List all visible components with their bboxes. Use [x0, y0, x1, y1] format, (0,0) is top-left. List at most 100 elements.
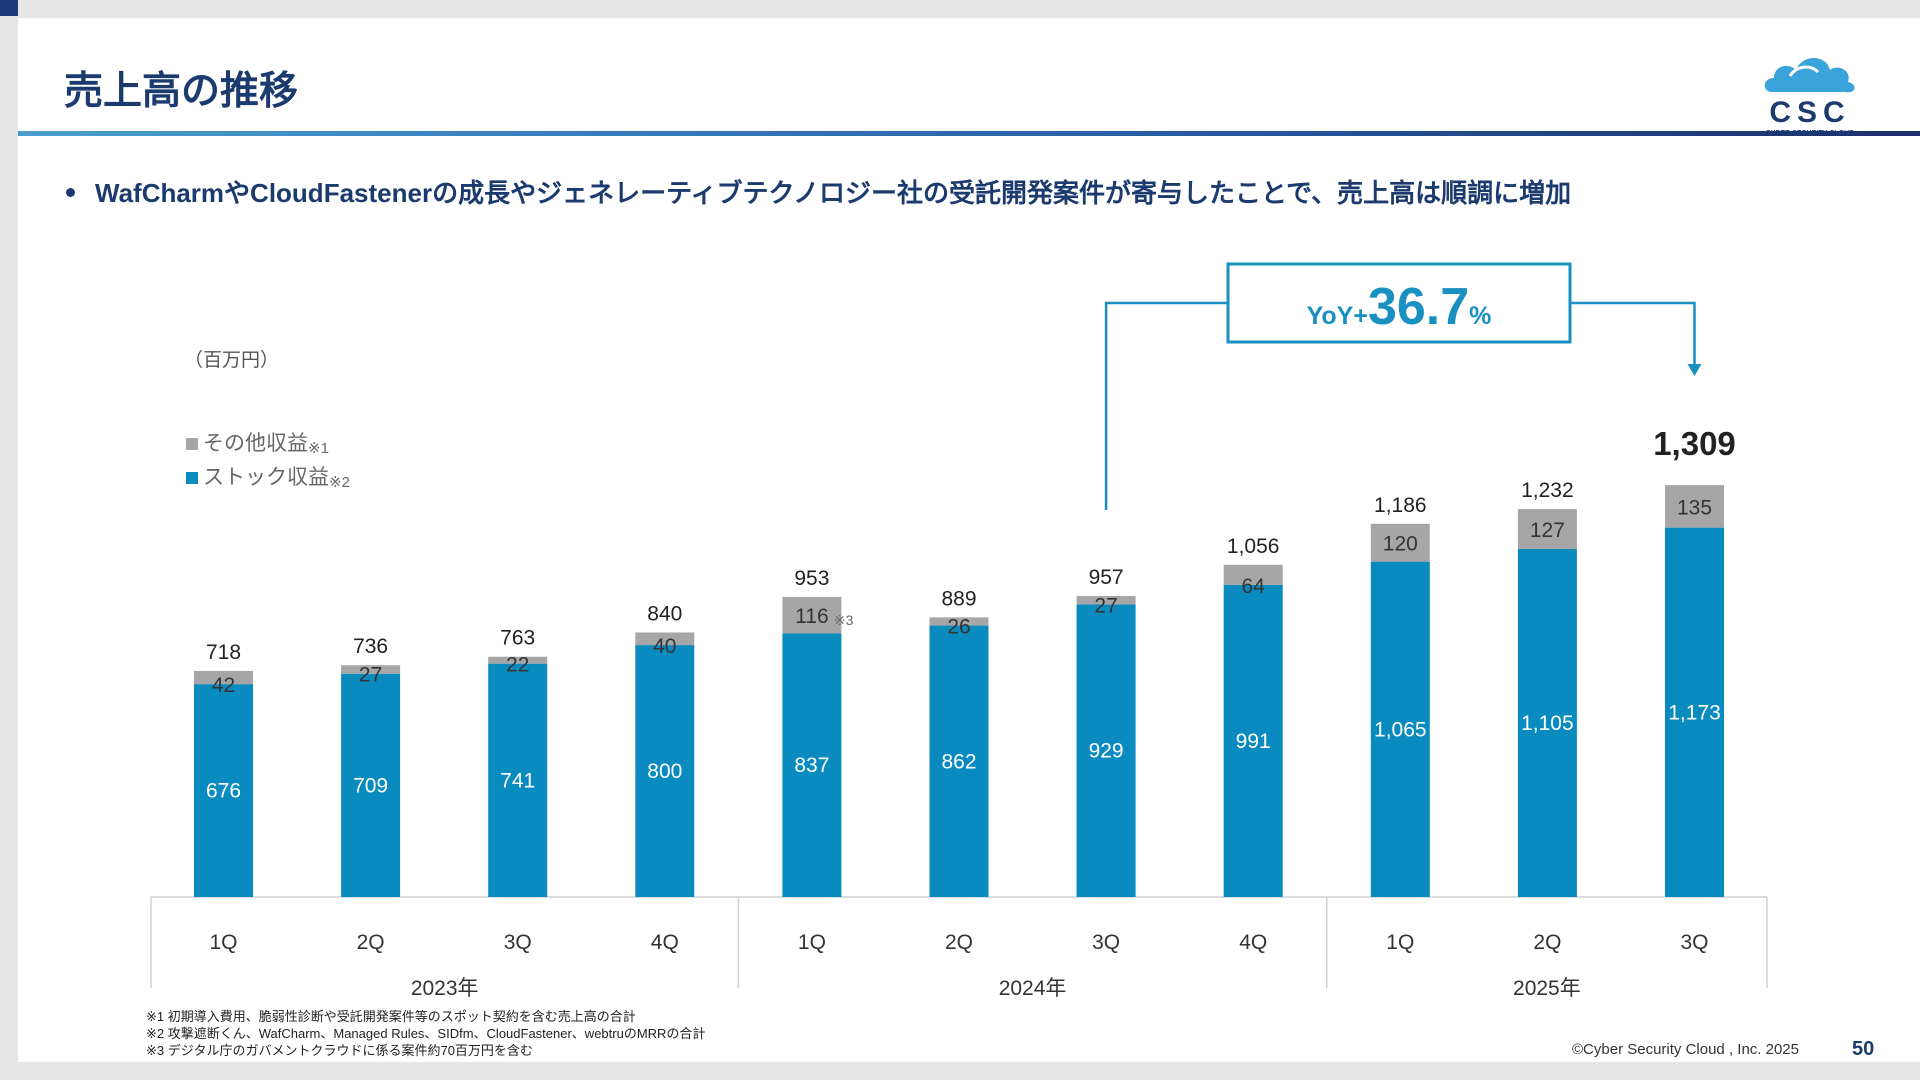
- label-total-8: 1,056: [1227, 535, 1280, 558]
- label-other-11: 135: [1677, 496, 1712, 519]
- label-total-3: 763: [500, 627, 535, 650]
- footnote-1: ※1 初期導入費用、脆弱性診断や受託開発案件等のスポット契約を含む売上高の合計: [146, 1009, 636, 1024]
- yoy-connector-right: [1570, 301, 1696, 364]
- bar-stock-2: [341, 673, 401, 897]
- label-total-9: 1,186: [1374, 494, 1427, 517]
- title-divider: [18, 131, 1920, 136]
- cloud-logo-icon: CSC CYBER SECURITY CLOUD: [1764, 58, 1855, 137]
- footnote-2: ※2 攻撃遮断くん、WafCharm、Managed Rules、SIDfm、C…: [146, 1026, 706, 1041]
- yoy-value: 36.7: [1368, 278, 1469, 336]
- label-total-5: 953: [794, 567, 829, 590]
- label-total-10: 1,232: [1521, 479, 1574, 502]
- legend-label-stock: ストック収益: [203, 466, 329, 489]
- label-total-6: 889: [941, 587, 976, 610]
- bar-stock-4: [635, 645, 695, 897]
- label-stock-7: 929: [1089, 740, 1124, 763]
- bar-other-11: [1665, 485, 1724, 528]
- label-stock-9: 1,065: [1374, 718, 1427, 741]
- bar-stock-7: [1076, 604, 1136, 897]
- label-total-7: 957: [1089, 566, 1124, 589]
- yoy-suffix: %: [1469, 302, 1491, 330]
- page-title: 売上高の推移: [64, 70, 299, 113]
- bar-stock-10: [1517, 549, 1577, 897]
- label-stock-1: 676: [206, 780, 241, 803]
- tick-label-6: 2Q: [945, 931, 973, 954]
- yoy-arrowhead-icon: [1687, 364, 1702, 376]
- legend-note-other: ※1: [308, 440, 329, 457]
- label-total-2: 736: [353, 635, 388, 658]
- legend-note-stock: ※2: [329, 474, 350, 491]
- corner-accent: [0, 0, 18, 16]
- bar-other-4: [635, 632, 695, 646]
- legend-swatch-stock: [186, 472, 198, 485]
- label-total-4: 840: [647, 602, 682, 625]
- revenue-stacked-bar-chart: 676 42 718 1Q 709 27 736 2Q 741 22 763 3Q 800 40 840 4Q…: [150, 262, 1768, 1000]
- legend-label-other: その他収益: [203, 432, 308, 455]
- tick-label-2: 2Q: [357, 931, 385, 954]
- tick-label-1: 1Q: [209, 931, 237, 954]
- label-other-8: 64: [1242, 575, 1266, 598]
- page-number: 50: [1852, 1038, 1875, 1060]
- label-other-3: 22: [506, 654, 529, 677]
- label-other-2: 27: [359, 664, 382, 687]
- bar-stock-6: [929, 625, 989, 897]
- copyright: ©Cyber Security Cloud , Inc. 2025: [1572, 1041, 1799, 1058]
- label-stock-2: 709: [353, 774, 388, 797]
- year-label-2: 2024年: [999, 977, 1067, 1000]
- label-stock-3: 741: [500, 769, 535, 792]
- yoy-connector-left: [1104, 301, 1228, 510]
- slide: 売上高の推移 CSC CYBER SECURITY CLOUD WafCharm…: [18, 18, 1920, 1062]
- label-other-10: 127: [1530, 519, 1565, 542]
- bar-other-5: [782, 596, 842, 634]
- bar-stock-1: [194, 684, 253, 897]
- label-other-9: 120: [1383, 533, 1418, 556]
- yoy-callout-text: YoY+36.7%: [1307, 278, 1492, 336]
- bar-other-6: [929, 617, 989, 626]
- label-stock-5: 837: [794, 754, 829, 777]
- bar-stock-5: [782, 633, 842, 897]
- tick-label-7: 3Q: [1092, 931, 1120, 954]
- footnotes: ※1 初期導入費用、脆弱性診断や受託開発案件等のスポット契約を含む売上高の合計 …: [146, 1008, 705, 1059]
- tick-label-9: 1Q: [1386, 931, 1414, 954]
- legend-item-other: その他収益※1: [186, 427, 329, 457]
- logo-subtext: CYBER SECURITY CLOUD: [1766, 130, 1855, 137]
- year-label-1: 2023年: [411, 977, 479, 1000]
- label-stock-6: 862: [941, 750, 976, 773]
- label-other-1: 42: [212, 674, 235, 697]
- bar-stock-3: [488, 663, 548, 897]
- label-total-11: 1,309: [1653, 425, 1736, 462]
- footnote-3: ※3 デジタル庁のガバメントクラウドに係る案件約70百万円を含む: [146, 1043, 533, 1058]
- unit-label: （百万円）: [184, 350, 280, 371]
- label-stock-4: 800: [647, 760, 682, 783]
- label-stock-11: 1,173: [1668, 701, 1721, 724]
- tick-label-8: 4Q: [1239, 931, 1267, 954]
- yoy-callout-box: [1226, 262, 1572, 344]
- bar-other-7: [1076, 595, 1136, 605]
- yoy-prefix: YoY+: [1307, 302, 1368, 330]
- label-total-1: 718: [206, 641, 241, 664]
- summary-text: WafCharmやCloudFastenerの成長やジェネレーティブテクノロジー…: [95, 178, 1572, 208]
- bar-other-1: [194, 670, 253, 685]
- bar-stock-8: [1223, 584, 1283, 897]
- tick-label-11: 3Q: [1680, 931, 1708, 954]
- bar-other-2: [341, 665, 401, 674]
- legend-swatch-other: [186, 438, 198, 451]
- legend-item-stock: ストック収益※2: [186, 461, 350, 491]
- label-stock-8: 991: [1236, 730, 1271, 753]
- company-logo: CSC CYBER SECURITY CLOUD: [1754, 46, 1864, 138]
- tick-label-10: 2Q: [1533, 931, 1561, 954]
- label-other-5: 116: [795, 605, 828, 628]
- year-label-3: 2025年: [1513, 977, 1581, 1000]
- label-other-4: 40: [653, 635, 676, 658]
- bar-other-10: [1517, 509, 1577, 550]
- bullet-dot-icon: [66, 188, 75, 198]
- bar-other-8: [1223, 564, 1283, 585]
- logo-text: CSC: [1769, 96, 1850, 129]
- annotation-note-3: ※3: [834, 612, 854, 628]
- tick-label-5: 1Q: [798, 931, 826, 954]
- label-other-6: 26: [947, 616, 970, 639]
- label-other-7: 27: [1094, 594, 1117, 617]
- tick-label-4: 4Q: [651, 931, 679, 954]
- tick-label-3: 3Q: [504, 931, 532, 954]
- bar-other-3: [488, 656, 548, 664]
